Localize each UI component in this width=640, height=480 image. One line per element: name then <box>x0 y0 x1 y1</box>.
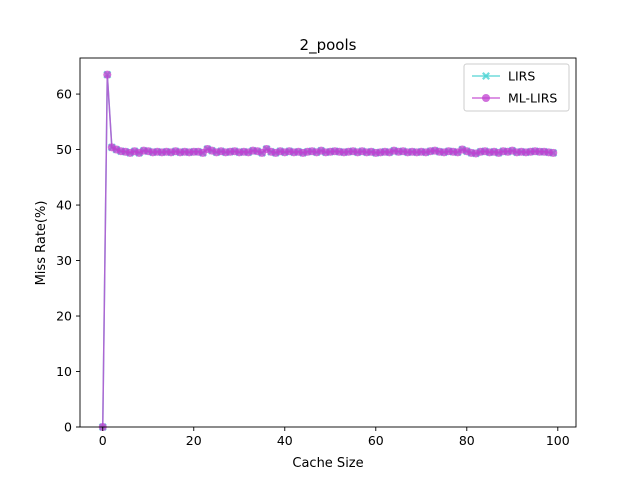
legend: LIRS ML-LIRS <box>463 63 570 112</box>
y-tick-label: 60 <box>56 87 72 102</box>
x-tick-label: 80 <box>459 433 475 448</box>
legend-entry-lirs: LIRS <box>472 69 535 84</box>
data-point <box>549 148 558 157</box>
x-axis-label: Cache Size <box>292 456 363 471</box>
y-tick-label: 30 <box>56 253 72 268</box>
plot-area <box>98 70 558 431</box>
x-tick-label: 40 <box>277 433 293 448</box>
y-tick-label: 50 <box>56 142 72 157</box>
x-tick-label: 100 <box>546 433 570 448</box>
chart-title: 2_pools <box>300 36 357 55</box>
y-tick-label: 40 <box>56 198 72 213</box>
y-axis-label: Miss Rate(%) <box>34 201 49 286</box>
x-tick-label: 60 <box>368 433 384 448</box>
y-tick-label: 0 <box>64 420 72 435</box>
legend-entry-ml-lirs: ML-LIRS <box>472 91 557 106</box>
axes: 0 20 40 60 80 100 0 10 20 30 40 50 60 <box>56 57 577 448</box>
legend-label: LIRS <box>508 69 535 84</box>
legend-label: ML-LIRS <box>508 91 557 106</box>
legend-marker <box>482 94 490 102</box>
x-tick-label: 0 <box>99 433 107 448</box>
x-tick-label: 20 <box>186 433 202 448</box>
data-point <box>103 70 112 79</box>
legend-marker <box>482 72 490 80</box>
y-tick-label: 20 <box>56 309 72 324</box>
y-tick-label: 10 <box>56 364 72 379</box>
plot-frame <box>79 57 577 428</box>
